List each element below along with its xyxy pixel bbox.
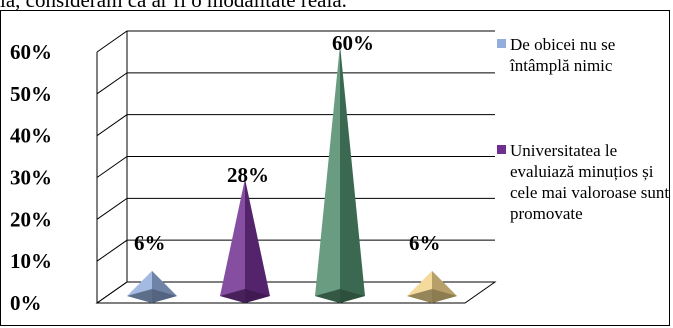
pyramid-bar-0 [127, 270, 177, 303]
data-label-2: 60% [332, 31, 374, 55]
gridline-5 [96, 72, 495, 95]
data-label-1: 28% [227, 163, 269, 187]
pyramid-face-right [340, 45, 365, 303]
legend-label-0: De obicei nu se întâmplă nimic [510, 35, 616, 75]
pyramid-face-left [315, 45, 340, 303]
y-tick-label-3: 30% [10, 166, 52, 190]
gridline-2 [96, 197, 495, 220]
y-tick-label-0: 0% [10, 291, 42, 315]
y-tick-label-1: 10% [10, 249, 52, 273]
y-tick-label-5: 50% [10, 82, 52, 106]
legend-swatch-1 [497, 145, 506, 154]
clipped-preceding-text: ia, considerăm că ar fi o modalitate rea… [0, 0, 347, 12]
legend-swatch-0 [497, 39, 506, 48]
y-axis-ticks: 0% 10% 20% 30% 40% 50% 60% [10, 40, 52, 315]
pyramid-bar-1 [220, 178, 270, 303]
pyramid-base [220, 289, 270, 303]
pyramid-bar-2 [315, 45, 365, 303]
gridlines [95, 30, 497, 304]
y-tick-label-2: 20% [10, 207, 52, 231]
gridline-3 [96, 156, 495, 178]
gridline-4 [96, 114, 495, 137]
chart-legend: De obicei nu se întâmplă nimic Universit… [494, 34, 670, 224]
pyramid-base [407, 289, 457, 303]
legend-item-1: Universitatea le evaluiază minuțios și c… [494, 140, 670, 224]
legend-item-0: De obicei nu se întâmplă nimic [494, 34, 670, 76]
floor-plane [95, 281, 497, 304]
gridline-6 [96, 30, 495, 53]
chart-frame [0, 10, 670, 326]
y-tick-label-6: 60% [10, 40, 52, 64]
pyramid-face-right [245, 178, 270, 303]
data-label-0: 6% [134, 231, 166, 255]
pyramid-bar-3 [407, 270, 457, 303]
pyramid-bars [127, 45, 457, 303]
y-tick-label-4: 40% [10, 124, 52, 148]
data-label-3: 6% [409, 231, 441, 255]
pyramid-base [127, 289, 177, 303]
pyramid-face-left [220, 178, 245, 303]
legend-label-1: Universitatea le evaluiază minuțios și c… [510, 141, 670, 223]
pyramid-base [315, 289, 365, 303]
data-labels: 6% 28% 60% 6% [134, 31, 441, 255]
